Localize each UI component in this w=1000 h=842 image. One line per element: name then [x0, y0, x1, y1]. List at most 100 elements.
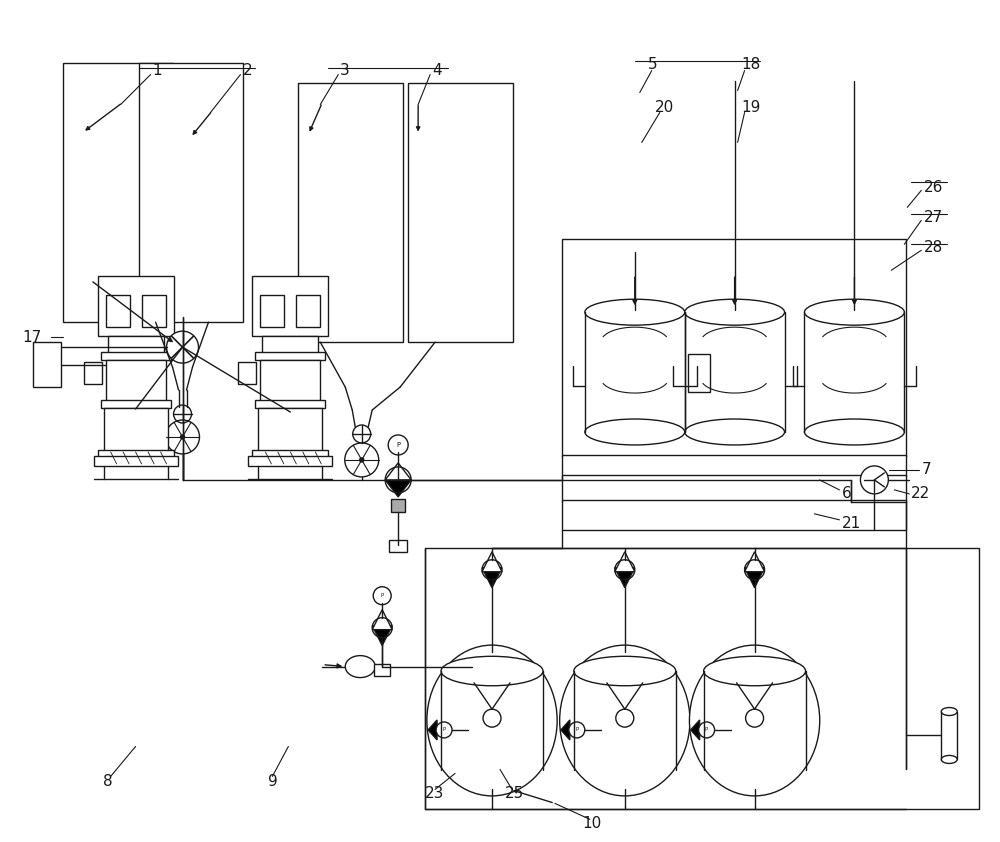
Bar — [260, 296, 284, 328]
Bar — [374, 663, 390, 675]
Bar — [98, 276, 174, 336]
Bar — [425, 548, 979, 809]
Bar — [408, 83, 513, 342]
Bar — [562, 455, 906, 477]
Bar — [562, 239, 906, 457]
Ellipse shape — [941, 755, 957, 764]
Bar — [63, 62, 173, 322]
Text: 27: 27 — [924, 210, 944, 225]
Text: 28: 28 — [924, 240, 944, 255]
Circle shape — [360, 458, 364, 462]
Circle shape — [388, 435, 408, 455]
Text: 6: 6 — [841, 487, 851, 501]
Polygon shape — [372, 626, 392, 646]
Ellipse shape — [345, 656, 375, 678]
Bar — [688, 354, 710, 392]
Polygon shape — [561, 720, 570, 740]
Bar — [139, 62, 243, 322]
Bar — [389, 540, 407, 552]
Ellipse shape — [804, 419, 904, 445]
Text: 5: 5 — [648, 57, 657, 72]
Bar — [101, 352, 171, 360]
Circle shape — [746, 709, 764, 727]
Ellipse shape — [427, 645, 557, 796]
Text: 18: 18 — [742, 57, 761, 72]
Ellipse shape — [941, 707, 957, 716]
Bar — [106, 296, 130, 328]
Text: P: P — [381, 594, 384, 598]
Text: 10: 10 — [582, 816, 601, 831]
Circle shape — [353, 425, 371, 443]
Circle shape — [483, 709, 501, 727]
Polygon shape — [482, 568, 502, 588]
Ellipse shape — [585, 299, 685, 325]
Ellipse shape — [804, 299, 904, 325]
Polygon shape — [745, 552, 765, 572]
Bar — [108, 336, 164, 354]
Polygon shape — [372, 610, 392, 630]
Text: P: P — [442, 727, 446, 733]
Text: 7: 7 — [921, 462, 931, 477]
Bar — [104, 408, 168, 452]
Bar — [258, 408, 322, 452]
Text: 17: 17 — [23, 329, 42, 344]
Text: 22: 22 — [911, 487, 931, 501]
Text: 26: 26 — [924, 180, 944, 195]
Bar — [298, 83, 403, 342]
Bar — [252, 276, 328, 336]
Ellipse shape — [560, 645, 690, 796]
Circle shape — [174, 405, 192, 423]
Bar — [255, 352, 325, 360]
Bar — [94, 456, 178, 466]
Text: P: P — [705, 727, 708, 733]
Circle shape — [180, 435, 185, 439]
Text: 1: 1 — [153, 63, 162, 78]
Bar — [255, 400, 325, 408]
Circle shape — [699, 722, 715, 738]
Bar — [248, 456, 332, 466]
Bar — [252, 450, 328, 458]
Text: 25: 25 — [505, 786, 524, 801]
Text: 20: 20 — [655, 100, 674, 115]
Circle shape — [436, 722, 452, 738]
Ellipse shape — [574, 656, 676, 685]
Text: 4: 4 — [432, 63, 442, 78]
Text: P: P — [396, 442, 400, 448]
Ellipse shape — [685, 299, 785, 325]
Text: 21: 21 — [841, 516, 861, 531]
Text: 9: 9 — [268, 774, 278, 789]
Polygon shape — [615, 552, 635, 572]
Text: 3: 3 — [340, 63, 350, 78]
Text: P: P — [575, 727, 578, 733]
Polygon shape — [745, 568, 765, 588]
Polygon shape — [385, 480, 411, 497]
Bar — [238, 362, 256, 384]
Circle shape — [373, 587, 391, 605]
Bar — [562, 475, 906, 502]
Bar — [33, 342, 61, 387]
Polygon shape — [615, 568, 635, 588]
Bar — [262, 336, 318, 354]
Text: 19: 19 — [742, 100, 761, 115]
Polygon shape — [385, 463, 411, 480]
Bar — [142, 296, 166, 328]
Circle shape — [569, 722, 585, 738]
Ellipse shape — [441, 656, 543, 685]
Text: 2: 2 — [242, 63, 252, 78]
Bar — [296, 296, 320, 328]
Ellipse shape — [685, 419, 785, 445]
Bar — [84, 362, 102, 384]
Bar — [101, 400, 171, 408]
Bar — [562, 500, 906, 530]
Bar — [106, 360, 166, 402]
Ellipse shape — [585, 419, 685, 445]
Circle shape — [860, 466, 888, 494]
Circle shape — [616, 709, 634, 727]
Ellipse shape — [704, 656, 806, 685]
Ellipse shape — [689, 645, 820, 796]
Bar — [260, 360, 320, 402]
Bar — [98, 450, 174, 458]
Text: 23: 23 — [425, 786, 444, 801]
Polygon shape — [691, 720, 700, 740]
Circle shape — [167, 331, 198, 363]
